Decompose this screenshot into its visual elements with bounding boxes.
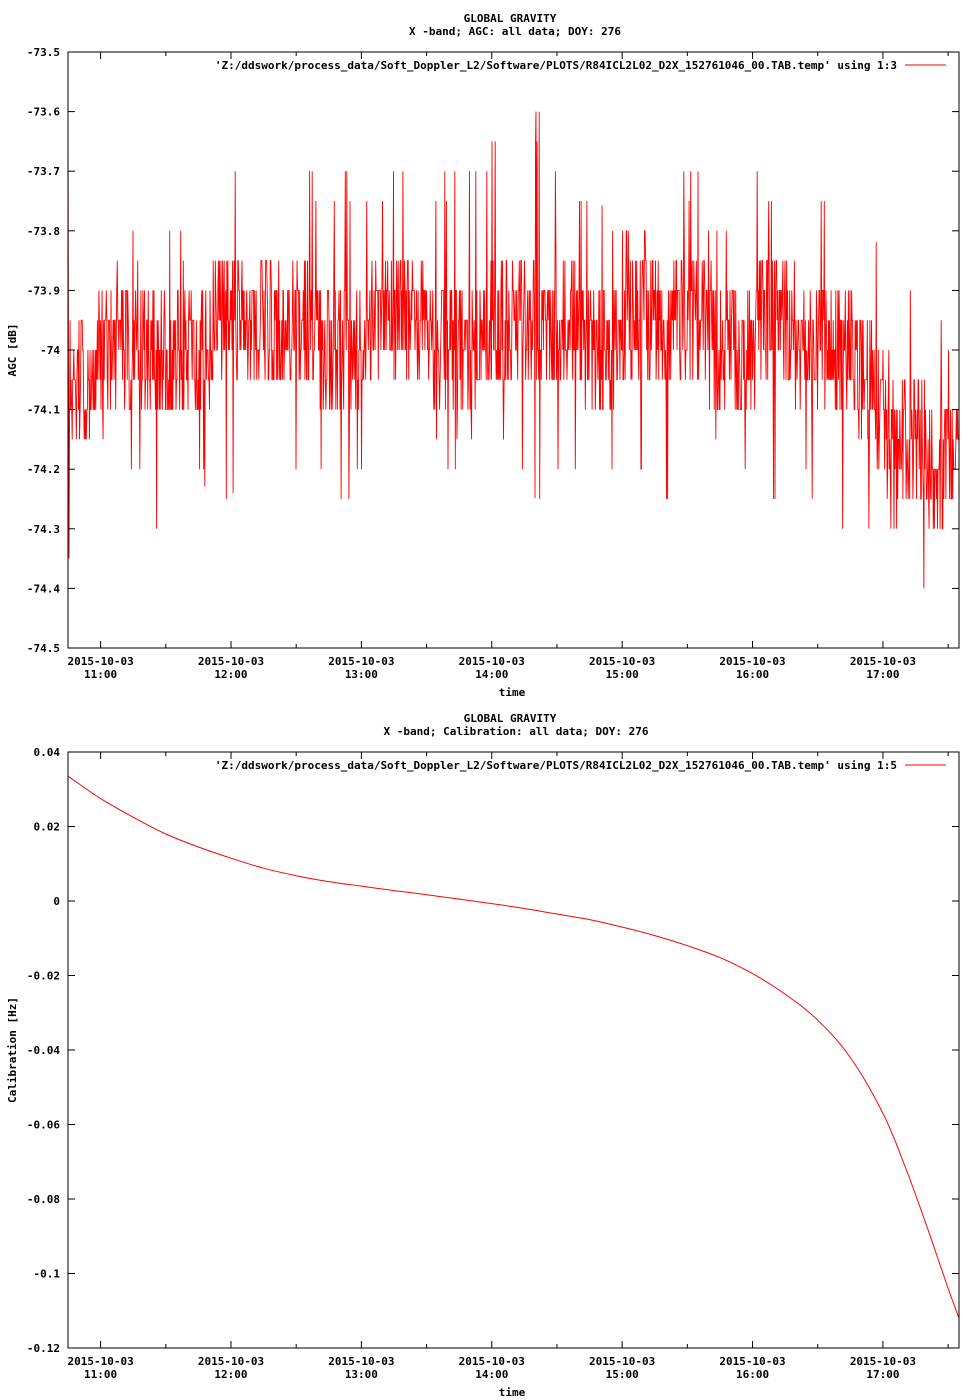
calibration-x-tick-time: 17:00 bbox=[866, 1368, 899, 1381]
agc-chart-title: GLOBAL GRAVITY bbox=[464, 12, 557, 25]
calibration-y-tick-label: -0.04 bbox=[27, 1044, 60, 1057]
calibration-y-tick-label: -0.08 bbox=[27, 1193, 60, 1206]
agc-y-tick-label: -73.9 bbox=[27, 284, 60, 297]
agc-legend-label: 'Z:/ddswork/process_data/Soft_Doppler_L2… bbox=[215, 59, 897, 72]
calibration-x-axis-label: time bbox=[499, 1386, 526, 1399]
calibration-x-tick-time: 15:00 bbox=[606, 1368, 639, 1381]
calibration-y-tick-label: 0.04 bbox=[34, 746, 61, 759]
calibration-x-tick-date: 2015-10-03 bbox=[719, 1355, 785, 1368]
agc-x-axis-label: time bbox=[499, 686, 526, 699]
calibration-y-tick-label: -0.1 bbox=[34, 1268, 61, 1281]
agc-x-tick-date: 2015-10-03 bbox=[850, 655, 916, 668]
calibration-data-layer bbox=[67, 775, 960, 1319]
calibration-legend-label: 'Z:/ddswork/process_data/Soft_Doppler_L2… bbox=[215, 759, 897, 772]
agc-y-tick-label: -74.3 bbox=[27, 523, 60, 536]
calibration-y-tick-label: -0.02 bbox=[27, 970, 60, 983]
agc-x-tick-date: 2015-10-03 bbox=[719, 655, 785, 668]
calibration-x-tick-date: 2015-10-03 bbox=[198, 1355, 264, 1368]
agc-x-tick-date: 2015-10-03 bbox=[198, 655, 264, 668]
agc-x-ticks: 2015-10-0311:002015-10-0312:002015-10-03… bbox=[67, 52, 949, 681]
agc-x-tick-time: 16:00 bbox=[736, 668, 769, 681]
agc-y-tick-label: -73.5 bbox=[27, 46, 60, 59]
calibration-x-tick-date: 2015-10-03 bbox=[589, 1355, 655, 1368]
agc-legend: 'Z:/ddswork/process_data/Soft_Doppler_L2… bbox=[215, 59, 946, 72]
agc-x-tick-time: 11:00 bbox=[84, 668, 117, 681]
calibration-y-tick-label: -0.06 bbox=[27, 1119, 60, 1132]
agc-y-tick-label: -74 bbox=[40, 344, 60, 357]
agc-x-tick-date: 2015-10-03 bbox=[328, 655, 394, 668]
agc-data-layer bbox=[67, 111, 959, 589]
agc-y-tick-label: -74.5 bbox=[27, 642, 60, 655]
agc-x-tick-time: 13:00 bbox=[345, 668, 378, 681]
calibration-series-line bbox=[67, 775, 960, 1319]
calibration-x-tick-date: 2015-10-03 bbox=[850, 1355, 916, 1368]
agc-x-tick-time: 17:00 bbox=[866, 668, 899, 681]
calibration-x-tick-date: 2015-10-03 bbox=[459, 1355, 525, 1368]
calibration-y-ticks: 0.04 0.02 0 -0.02 -0.04 -0.06 -0.08 -0.1 -0.12 bbox=[27, 746, 959, 1355]
agc-y-tick-label: -74.4 bbox=[27, 582, 60, 595]
calibration-x-tick-date: 2015-10-03 bbox=[67, 1355, 133, 1368]
calibration-x-tick-time: 11:00 bbox=[84, 1368, 117, 1381]
calibration-x-ticks: 2015-10-0311:002015-10-0312:002015-10-03… bbox=[67, 752, 949, 1381]
calibration-legend: 'Z:/ddswork/process_data/Soft_Doppler_L2… bbox=[215, 759, 946, 772]
agc-x-tick-time: 15:00 bbox=[606, 668, 639, 681]
calibration-x-tick-time: 13:00 bbox=[345, 1368, 378, 1381]
agc-x-tick-date: 2015-10-03 bbox=[589, 655, 655, 668]
agc-series-line bbox=[67, 111, 959, 589]
agc-x-tick-date: 2015-10-03 bbox=[459, 655, 525, 668]
agc-y-tick-label: -74.2 bbox=[27, 463, 60, 476]
calibration-y-axis-label: Calibration [Hz] bbox=[6, 997, 19, 1103]
calibration-y-tick-label: 0 bbox=[53, 895, 60, 908]
calibration-x-tick-date: 2015-10-03 bbox=[328, 1355, 394, 1368]
agc-y-ticks: -73.5 -73.6 -73.7 -73.8 -73.9 -74 -74.1 -74.2 -7… bbox=[27, 46, 959, 655]
calibration-chart: GLOBAL GRAVITY X -band; Calibration: all… bbox=[6, 712, 960, 1399]
calibration-y-tick-label: -0.12 bbox=[27, 1342, 60, 1355]
calibration-chart-subtitle: X -band; Calibration: all data; DOY: 276 bbox=[384, 725, 649, 738]
agc-x-tick-time: 12:00 bbox=[214, 668, 247, 681]
agc-y-tick-label: -74.1 bbox=[27, 404, 60, 417]
agc-y-tick-label: -73.8 bbox=[27, 225, 60, 238]
calibration-x-tick-time: 12:00 bbox=[214, 1368, 247, 1381]
calibration-x-tick-time: 14:00 bbox=[475, 1368, 508, 1381]
agc-y-axis-label: AGC [dB] bbox=[6, 324, 19, 377]
agc-chart: GLOBAL GRAVITY X -band; AGC: all data; D… bbox=[6, 12, 960, 699]
agc-x-tick-time: 14:00 bbox=[475, 668, 508, 681]
agc-chart-subtitle: X -band; AGC: all data; DOY: 276 bbox=[409, 25, 621, 38]
agc-x-tick-date: 2015-10-03 bbox=[67, 655, 133, 668]
agc-y-tick-label: -73.7 bbox=[27, 165, 60, 178]
calibration-chart-title: GLOBAL GRAVITY bbox=[464, 712, 557, 725]
calibration-y-tick-label: 0.02 bbox=[34, 821, 61, 834]
agc-y-tick-label: -73.6 bbox=[27, 106, 60, 119]
calibration-x-tick-time: 16:00 bbox=[736, 1368, 769, 1381]
